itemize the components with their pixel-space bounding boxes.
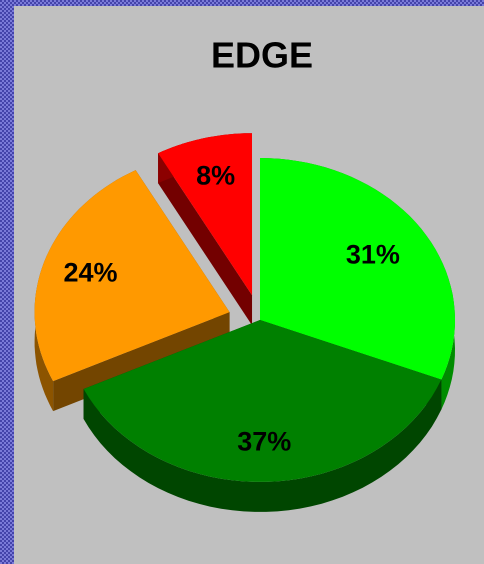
data-label: 31% bbox=[346, 239, 400, 269]
slice-top bbox=[83, 320, 442, 482]
slice-top bbox=[260, 158, 455, 380]
chart-title: EDGE bbox=[211, 35, 313, 76]
slice-side bbox=[83, 379, 442, 512]
data-label: 24% bbox=[63, 258, 117, 288]
slice-top bbox=[158, 133, 253, 296]
labels: 31% 37% 24% 8% bbox=[63, 161, 399, 457]
frame-left bbox=[0, 0, 14, 564]
data-label: 8% bbox=[196, 161, 235, 191]
slice bbox=[83, 320, 442, 512]
slice-top bbox=[34, 170, 230, 382]
data-label: 37% bbox=[237, 426, 291, 456]
slice bbox=[158, 133, 253, 326]
slice bbox=[34, 170, 230, 412]
slice-wall bbox=[158, 153, 253, 326]
frame-top bbox=[0, 0, 484, 6]
pie bbox=[34, 133, 455, 512]
